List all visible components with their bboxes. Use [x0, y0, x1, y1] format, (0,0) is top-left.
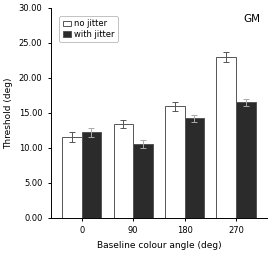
X-axis label: Baseline colour angle (deg): Baseline colour angle (deg) [96, 241, 221, 250]
Bar [82, 132, 101, 218]
Bar [217, 57, 236, 218]
Bar [185, 118, 204, 218]
Y-axis label: Threshold (deg): Threshold (deg) [4, 77, 13, 149]
Bar [62, 137, 82, 218]
Bar [165, 106, 185, 218]
Bar [133, 144, 153, 218]
Text: GM: GM [243, 14, 260, 24]
Bar [114, 124, 133, 218]
Bar [236, 102, 256, 218]
Legend: no jitter, with jitter: no jitter, with jitter [59, 16, 118, 42]
